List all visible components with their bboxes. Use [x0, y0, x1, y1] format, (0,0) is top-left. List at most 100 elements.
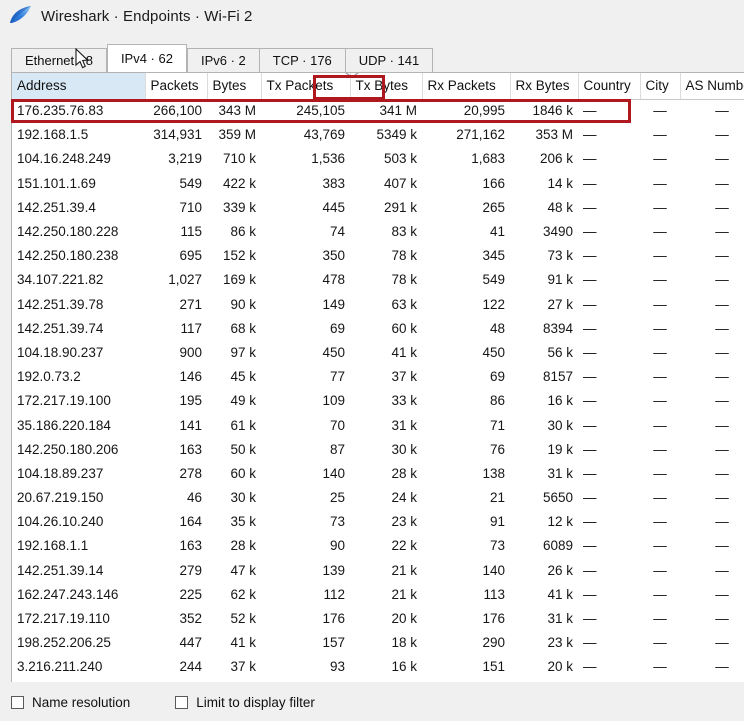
col-rx-bytes[interactable]: Rx Bytes — [510, 73, 579, 100]
cell-rx_bytes: 8157 — [542, 369, 573, 385]
col-as-number[interactable]: AS Number — [680, 73, 744, 100]
col-tx-bytes[interactable]: Tx Bytes — [350, 73, 423, 100]
cell-tx_packets: 350 — [322, 248, 345, 264]
table-row[interactable]: 142.251.39.78 271 90 k 149 63 k 122 27 k — — — — [12, 293, 744, 317]
table-row[interactable]: 172.217.19.100 195 49 k 109 33 k 86 16 k — — — — [12, 389, 744, 413]
table-row[interactable]: 142.251.39.4 710 339 k 445 291 k 265 48 k — — — — [12, 196, 744, 220]
table-row[interactable]: 151.101.1.69 549 422 k 383 407 k 166 14 k — — — — [12, 172, 744, 196]
tab-udp[interactable]: UDP · 141 — [345, 48, 434, 72]
table-row[interactable]: 192.168.1.5 314,931 359 M 43,769 5349 k 271,1… — [12, 123, 744, 147]
cell-rx_packets: 450 — [482, 344, 505, 360]
cell-as_number: — — [715, 103, 729, 119]
cell-tx_bytes: 63 k — [391, 296, 417, 312]
cell-packets: 279 — [179, 562, 202, 578]
cell-country: — — [583, 417, 597, 433]
table-row[interactable]: 142.250.180.206 163 50 k 87 30 k 76 19 k — — — — [12, 438, 744, 462]
cell-tx_bytes: 18 k — [391, 635, 417, 651]
table-row[interactable]: 199.232.16.19314819 k7713 k716737——— — [12, 680, 744, 683]
cell-bytes: 47 k — [230, 562, 256, 578]
table-row[interactable]: 104.18.90.237 900 97 k 450 41 k 450 56 k — — — — [12, 341, 744, 365]
cell-address: 176.235.76.83 — [17, 103, 104, 119]
table-row[interactable]: 142.250.180.228 115 86 k 74 83 k 41 3490 — — — — [12, 220, 744, 244]
cell-bytes: 86 k — [230, 224, 256, 240]
cell-tx_bytes: 13 k — [350, 680, 422, 683]
cell-tx_packets: 77 — [329, 369, 345, 385]
col-packets[interactable]: Packets — [145, 73, 208, 100]
cell-tx_bytes: 60 k — [391, 320, 417, 336]
cell-city: — — [653, 127, 667, 143]
limit-to-display-filter-checkbox[interactable]: Limit to display filter — [175, 695, 315, 710]
table-row[interactable]: 142.251.39.14 279 47 k 139 21 k 140 26 k — — — — [12, 559, 744, 583]
tab-tcp[interactable]: TCP · 176 — [259, 48, 346, 72]
cell-bytes: 359 M — [218, 127, 256, 143]
endpoints-table[interactable]: Address Packets Bytes Tx Packets Tx Bytes Rx … — [12, 73, 744, 682]
table-row[interactable]: 192.168.1.1 163 28 k 90 22 k 73 6089 — — — — [12, 534, 744, 558]
table-row[interactable]: 104.26.10.240 164 35 k 73 23 k 91 12 k — — — — [12, 510, 744, 534]
col-bytes[interactable]: Bytes — [207, 73, 262, 100]
cell-rx_packets: 48 — [489, 320, 505, 336]
limit-to-display-filter-checkbox-box[interactable] — [175, 696, 189, 709]
cell-tx_packets: 176 — [322, 611, 345, 627]
col-address[interactable]: Address — [12, 73, 146, 100]
cell-as_number: — — [715, 127, 729, 143]
cell-as_number: — — [715, 272, 729, 288]
cell-packets: 695 — [179, 248, 202, 264]
cell-tx_packets: 109 — [322, 393, 345, 409]
table-row[interactable]: 142.251.39.74 117 68 k 69 60 k 48 8394 — — — — [12, 317, 744, 341]
table-row[interactable]: 35.186.220.184 141 61 k 70 31 k 71 30 k — — — — [12, 413, 744, 437]
table-row[interactable]: 3.216.211.240 244 37 k 93 16 k 151 20 k — — — — [12, 655, 744, 679]
cell-city: — — [653, 611, 667, 627]
tab-ipv6[interactable]: IPv6 · 2 — [186, 48, 260, 72]
col-rx-packets[interactable]: Rx Packets — [422, 73, 511, 100]
endpoints-table-panel[interactable]: Address Packets Bytes Tx Packets Tx Bytes Rx … — [11, 72, 744, 682]
cell-rx_packets: 271,162 — [456, 127, 505, 143]
cell-address: 20.67.219.150 — [17, 490, 104, 506]
cell-city: — — [653, 199, 667, 215]
cell-rx_bytes: 26 k — [547, 562, 573, 578]
tab-ipv4[interactable]: IPv4 · 62 — [106, 44, 187, 72]
table-row[interactable]: 172.217.19.110 352 52 k 176 20 k 176 31 k — — — — [12, 607, 744, 631]
cell-bytes: 152 k — [222, 248, 256, 264]
col-packets-label: Packets — [150, 77, 199, 93]
cell-bytes: 422 k — [222, 175, 256, 191]
table-row[interactable]: 104.18.89.237 278 60 k 140 28 k 138 31 k — — — — [12, 462, 744, 486]
cell-rx_packets: 91 — [489, 514, 505, 530]
table-row[interactable]: 192.0.73.2 146 45 k 77 37 k 69 8157 — — — — [12, 365, 744, 389]
cell-tx_packets: 1,536 — [311, 151, 345, 167]
table-row[interactable]: 198.252.206.25 447 41 k 157 18 k 290 23 k — — — — [12, 631, 744, 655]
cell-rx_packets: 71 — [489, 417, 505, 433]
col-tx-packets[interactable]: Tx Packets — [261, 73, 351, 100]
cell-tx_packets: 450 — [322, 344, 345, 360]
cell-packets: 163 — [179, 441, 202, 457]
tab-ipv4-label: IPv4 · 62 — [120, 51, 173, 66]
cell-address: 151.101.1.69 — [17, 175, 96, 191]
table-row[interactable]: 176.235.76.83 266,100 343 M 245,105 341 M 20,… — [12, 99, 744, 123]
table-row[interactable]: 104.16.248.249 3,219 710 k 1,536 503 k 1,683 2… — [12, 147, 744, 171]
cell-packets: 352 — [179, 611, 202, 627]
table-row[interactable]: 34.107.221.82 1,027 169 k 478 78 k 549 91 k — — — — [12, 268, 744, 292]
tab-ethernet[interactable]: Ethernet · 8 — [11, 48, 107, 72]
cell-tx_packets: 74 — [329, 224, 345, 240]
name-resolution-checkbox-box[interactable] — [11, 696, 24, 709]
table-row[interactable]: 20.67.219.150 46 30 k 25 24 k 21 5650 — — — — [12, 486, 744, 510]
wireshark-fin-icon — [10, 6, 31, 23]
table-header-row[interactable]: Address Packets Bytes Tx Packets Tx Bytes Rx … — [12, 73, 744, 100]
col-rx-bytes-label: Rx Bytes — [515, 77, 570, 93]
cell-rx_bytes: 3490 — [542, 224, 573, 240]
cell-city: — — [653, 393, 667, 409]
cell-tx_packets: 383 — [322, 175, 345, 191]
cell-packets: 549 — [179, 175, 202, 191]
cell-tx_packets: 139 — [322, 562, 345, 578]
cell-packets: 900 — [179, 344, 202, 360]
cell-city: — — [653, 538, 667, 554]
cell-city: — — [653, 465, 667, 481]
name-resolution-checkbox[interactable]: Name resolution — [11, 695, 130, 710]
table-row[interactable]: 162.247.243.146 225 62 k 112 21 k 113 41 k — — — — [12, 583, 744, 607]
table-body[interactable]: 176.235.76.83 266,100 343 M 245,105 341 M 20,… — [12, 99, 744, 682]
cell-packets: 163 — [179, 538, 202, 554]
col-city[interactable]: City — [640, 73, 681, 100]
cell-country: — — [583, 586, 597, 602]
cell-rx_packets: 73 — [489, 538, 505, 554]
col-country[interactable]: Country — [578, 73, 641, 100]
table-row[interactable]: 142.250.180.238 695 152 k 350 78 k 345 73 k — — — — [12, 244, 744, 268]
